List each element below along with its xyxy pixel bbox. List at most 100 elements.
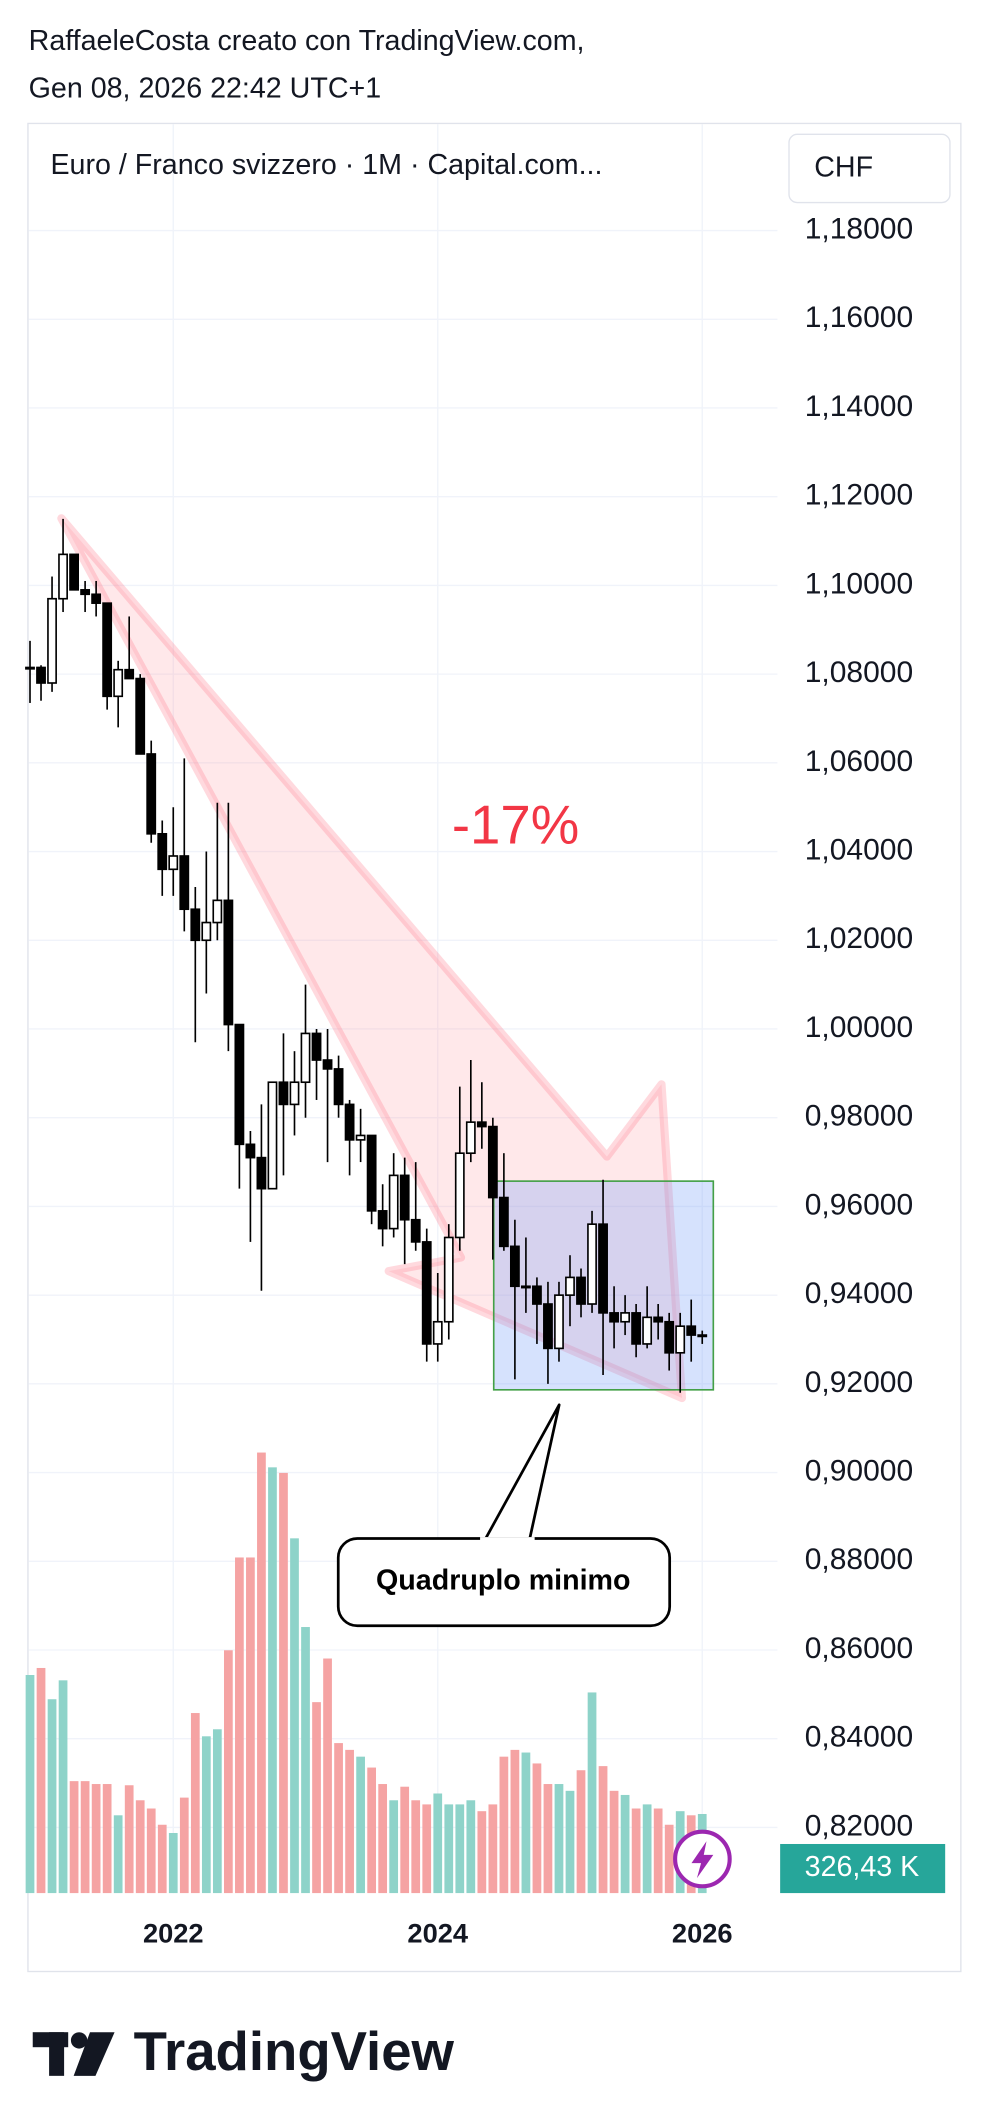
candle-body (25, 666, 35, 670)
volume-bar (411, 1800, 421, 1894)
volume-label: 326,43 K (805, 1851, 920, 1883)
candle-body (300, 1032, 311, 1084)
header-line: Gen 08, 2026 22:42 UTC+1 (29, 73, 382, 105)
y-tick-label: 1,02000 (805, 922, 913, 955)
y-tick-label: 0,90000 (805, 1454, 913, 1487)
candle-body (47, 597, 57, 684)
volume-bar (312, 1702, 321, 1894)
volume-bar (157, 1824, 167, 1894)
candle-body (620, 1312, 631, 1323)
volume-bar (323, 1658, 332, 1894)
y-tick-label: 0,98000 (805, 1100, 913, 1133)
trend-arrow (57, 514, 687, 1403)
candle-body (344, 1103, 355, 1141)
candle-body (443, 1236, 454, 1323)
y-tick-label: 0,88000 (805, 1543, 913, 1576)
volume-bar (224, 1650, 233, 1894)
candle-body (190, 908, 201, 942)
volume-bar (576, 1770, 586, 1894)
candle-body (664, 1320, 675, 1354)
volume-bar (301, 1627, 310, 1894)
x-tick-label: 2026 (672, 1918, 733, 1949)
volume-bar (25, 1674, 35, 1894)
volume-bar (598, 1766, 608, 1894)
candle-body (113, 668, 124, 698)
candle-body (36, 666, 46, 684)
candle-body (69, 553, 79, 591)
candle-body (355, 1134, 366, 1141)
volume-bar (433, 1793, 443, 1894)
candle-body (80, 589, 91, 596)
y-tick-label: 0,84000 (805, 1721, 913, 1754)
volume-bar (257, 1452, 266, 1894)
brand-logo (32, 2032, 115, 2076)
candle-body (454, 1152, 465, 1239)
volume-bar (653, 1808, 663, 1894)
candle-body (587, 1223, 597, 1305)
candle-body (201, 921, 212, 942)
candle-body (498, 1196, 509, 1248)
volume-label-box (780, 1843, 946, 1894)
volume-bar (609, 1790, 619, 1894)
volume-bar (212, 1729, 222, 1894)
candle-body (653, 1316, 664, 1323)
candle-body (521, 1285, 531, 1289)
volume-bar (543, 1784, 553, 1894)
volume-bar (69, 1781, 79, 1894)
y-tick-label: 0,86000 (805, 1632, 913, 1665)
y-tick-label: 0,96000 (805, 1188, 913, 1221)
volume-bar (268, 1467, 277, 1894)
alert-bolt (691, 1841, 714, 1879)
volume-bar (378, 1784, 388, 1894)
candle-body (102, 602, 113, 698)
y-tick-label: 1,10000 (805, 567, 913, 600)
y-tick-label: 0,92000 (805, 1366, 913, 1399)
logo-part (73, 2032, 115, 2076)
candle-body (234, 1023, 245, 1146)
volume-bar (488, 1804, 498, 1894)
y-tick-label: 0,82000 (805, 1809, 913, 1842)
candle-body (631, 1312, 642, 1345)
candle-body (532, 1285, 542, 1305)
candle-body (399, 1174, 410, 1221)
candle-body (432, 1320, 443, 1345)
volume-bar (146, 1808, 156, 1894)
candle-body (245, 1143, 256, 1159)
volume-bar (36, 1667, 46, 1894)
candle-body (388, 1174, 399, 1230)
candle-body (58, 553, 68, 600)
volume-bar (510, 1749, 520, 1894)
candle-body (91, 593, 102, 604)
candle-body (421, 1241, 432, 1345)
volume-bar (190, 1713, 200, 1894)
candle-body (212, 899, 223, 924)
volume-bar (102, 1784, 112, 1894)
candle-body (476, 1121, 487, 1128)
candle-body (179, 855, 190, 911)
candle-body (135, 677, 146, 755)
volume-bar (631, 1808, 641, 1894)
volume-bar (58, 1680, 68, 1894)
volume-bar (47, 1699, 57, 1894)
candle-body (576, 1276, 586, 1305)
x-tick-label: 2024 (407, 1918, 468, 1949)
volume-bar (290, 1538, 299, 1894)
volume-bar (91, 1784, 101, 1894)
candle-body (598, 1223, 608, 1314)
volume-bar (334, 1743, 343, 1894)
x-tick-label: 2022 (143, 1918, 204, 1949)
y-tick-label: 1,18000 (805, 212, 913, 245)
candle-body (609, 1312, 619, 1323)
chart-frame (27, 122, 962, 1973)
volume-bar (400, 1786, 410, 1894)
brand: TradingView (134, 2021, 455, 2082)
change-label: -17% (452, 795, 579, 856)
candle-body (311, 1032, 322, 1061)
y-tick-label: 1,06000 (805, 745, 913, 778)
y-tick-label: 1,16000 (805, 301, 913, 334)
candle-body (410, 1218, 421, 1243)
volume-bar (466, 1800, 476, 1894)
volume-bar (179, 1797, 189, 1894)
candle-body (554, 1294, 564, 1350)
